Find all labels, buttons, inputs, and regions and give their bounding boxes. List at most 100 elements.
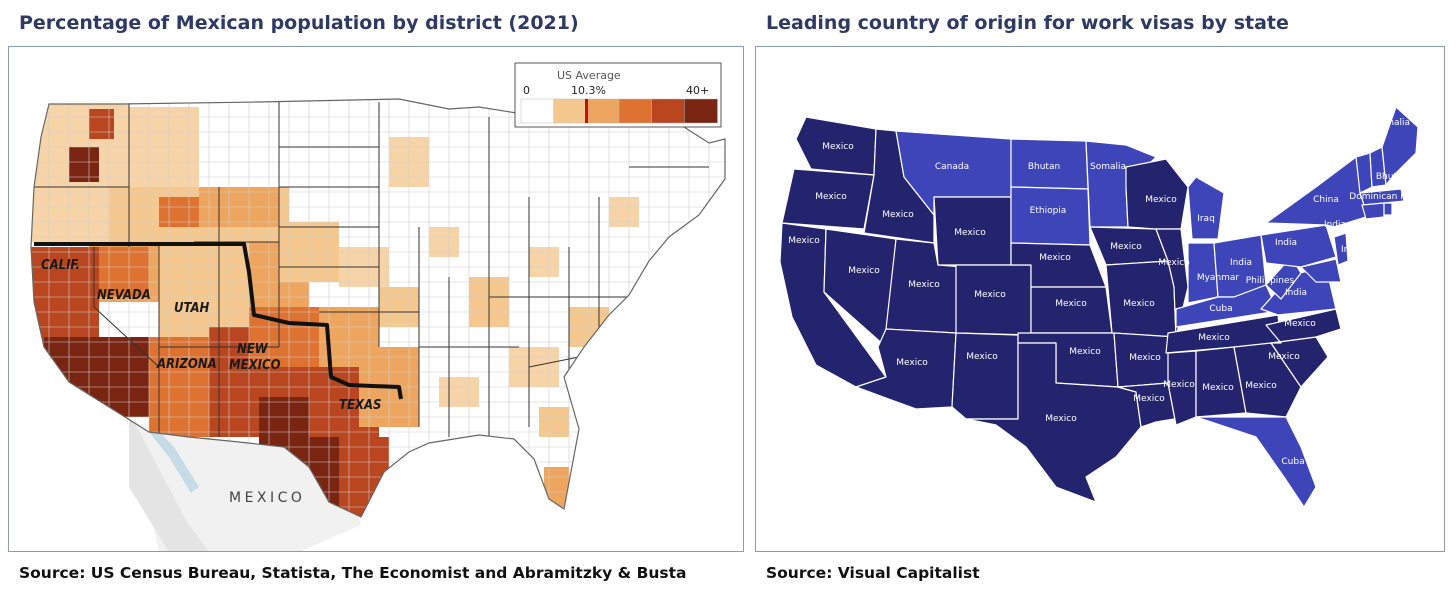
left-map-title: Percentage of Mexican population by dist…: [19, 12, 579, 34]
label-michigan: Iraq: [1197, 214, 1215, 224]
legend-swatch: [618, 98, 653, 124]
legend-max-label: 40+: [686, 84, 709, 97]
label-iowa: Mexico: [1110, 242, 1142, 252]
label-rhode-island: India: [1324, 220, 1346, 230]
label-massachusetts: Dominican Republic: [1349, 192, 1438, 202]
label-florida: Cuba: [1281, 457, 1304, 467]
label-louisiana: Mexico: [1133, 394, 1165, 404]
label-kentucky: Cuba: [1209, 304, 1232, 314]
label-kansas: Mexico: [1055, 299, 1087, 309]
mexican-population-map: CALIF. NEVADA UTAH ARIZONA NEW MEXICO TE…: [30, 62, 726, 551]
label-new-york: China: [1313, 195, 1339, 205]
label-missouri: Mexico: [1123, 299, 1155, 309]
label-west-virginia: Philippines: [1246, 276, 1295, 286]
state-west-virginia: [1265, 256, 1302, 300]
state-massachusetts: [1359, 188, 1405, 206]
right-source-note: Source: Visual Capitalist: [766, 564, 980, 582]
state-new-jersey: [1333, 232, 1349, 266]
label-alabama: Mexico: [1202, 383, 1234, 393]
region-label-new-mexico-line1: NEW: [237, 342, 269, 357]
label-oregon: Mexico: [815, 192, 847, 202]
state-texas: [965, 342, 1142, 503]
legend-swatch: [520, 98, 555, 124]
state-florida: [1195, 416, 1317, 508]
color-legend: US Average 0 10.3% 40+: [514, 62, 722, 128]
state-michigan: [1187, 176, 1225, 240]
label-ohio: India: [1230, 258, 1252, 268]
label-montana: Canada: [935, 162, 969, 172]
state-wisconsin: [1125, 158, 1189, 230]
state-maryland: [1300, 258, 1342, 283]
region-label-nevada: NEVADA: [97, 288, 151, 303]
label-south-dakota: Ethiopia: [1030, 206, 1067, 216]
state-labels: Mexico Mexico Mexico Mexico Mexico Canad…: [788, 118, 1438, 467]
legend-title: US Average: [557, 69, 621, 82]
right-map-title: Leading country of origin for work visas…: [766, 12, 1289, 34]
label-virginia: India: [1285, 288, 1307, 298]
label-indiana: Myanmar: [1197, 273, 1240, 283]
region-label-arizona: ARIZONA: [156, 357, 217, 372]
mexico-landmass: [129, 412, 361, 551]
left-source-note: Source: US Census Bureau, Statista, The …: [19, 564, 687, 582]
region-label-new-mexico-line2: MEXICO: [229, 358, 281, 373]
state-pennsylvania: [1260, 224, 1337, 268]
label-north-dakota: Bhutan: [1028, 162, 1060, 172]
label-california: Mexico: [788, 236, 820, 246]
label-arizona: Mexico: [896, 358, 928, 368]
baja-california: [129, 412, 209, 551]
region-label-california: CALIF.: [41, 258, 80, 273]
state-mississippi: [1167, 350, 1197, 426]
label-texas: Mexico: [1045, 414, 1077, 424]
label-wyoming: Mexico: [954, 228, 986, 238]
label-illinois: Mexico: [1158, 258, 1190, 268]
state-new-mexico: [951, 332, 1019, 420]
work-visa-map-panel: Mexico Mexico Mexico Mexico Mexico Canad…: [755, 46, 1445, 552]
state-georgia: [1233, 342, 1302, 418]
legend-average-label: 10.3%: [571, 84, 606, 97]
label-tennessee: Mexico: [1198, 333, 1230, 343]
former-mexican-border-line: [34, 242, 403, 400]
legend-swatch: [684, 98, 718, 124]
state-colorado: [955, 264, 1032, 336]
label-minnesota: Somalia: [1090, 162, 1126, 172]
state-rhode-island: [1383, 202, 1393, 216]
mexican-population-map-panel: CALIF. NEVADA UTAH ARIZONA NEW MEXICO TE…: [8, 46, 744, 552]
legend-swatch: [586, 98, 620, 124]
label-nevada: Mexico: [848, 266, 880, 276]
label-georgia: Mexico: [1245, 381, 1277, 391]
label-pennsylvania: India: [1275, 238, 1297, 248]
label-oklahoma: Mexico: [1069, 347, 1101, 357]
work-visa-map: Mexico Mexico Mexico Mexico Mexico Canad…: [779, 106, 1439, 508]
label-maine: Somalia: [1374, 118, 1410, 128]
state-washington: [795, 116, 877, 176]
label-colorado: Mexico: [974, 290, 1006, 300]
label-arkansas: Mexico: [1129, 353, 1161, 363]
label-new-mexico: Mexico: [966, 352, 998, 362]
region-label-utah: UTAH: [174, 301, 210, 316]
label-mississippi: Mexico: [1163, 380, 1195, 390]
label-washington: Mexico: [822, 142, 854, 152]
region-label-mexico: MEXICO: [229, 490, 305, 506]
label-maryland: India: [1340, 270, 1362, 280]
legend-swatches: [520, 98, 718, 124]
label-wisconsin: Mexico: [1145, 195, 1177, 205]
region-labels: CALIF. NEVADA UTAH ARIZONA NEW MEXICO TE…: [41, 258, 381, 413]
label-new-jersey: India: [1341, 245, 1363, 255]
region-label-texas: TEXAS: [339, 398, 381, 413]
legend-min-label: 0: [523, 84, 530, 97]
gulf-of-california-water: [149, 427, 199, 493]
legend-swatch: [553, 98, 588, 124]
label-nebraska: Mexico: [1039, 253, 1071, 263]
state-oregon: [781, 168, 875, 230]
state-south-dakota: [1010, 186, 1091, 246]
state-connecticut: [1361, 202, 1385, 220]
legend-average-marker: [585, 99, 588, 123]
label-north-carolina: Mexico: [1284, 319, 1316, 329]
legend-swatch: [651, 98, 686, 124]
state-maine: [1381, 106, 1419, 186]
label-vermont: Bhutan: [1304, 142, 1336, 152]
label-utah: Mexico: [908, 280, 940, 290]
state-kansas: [1030, 286, 1113, 334]
label-south-carolina: Mexico: [1268, 352, 1300, 362]
label-new-hampshire: Bhutan: [1376, 172, 1408, 182]
